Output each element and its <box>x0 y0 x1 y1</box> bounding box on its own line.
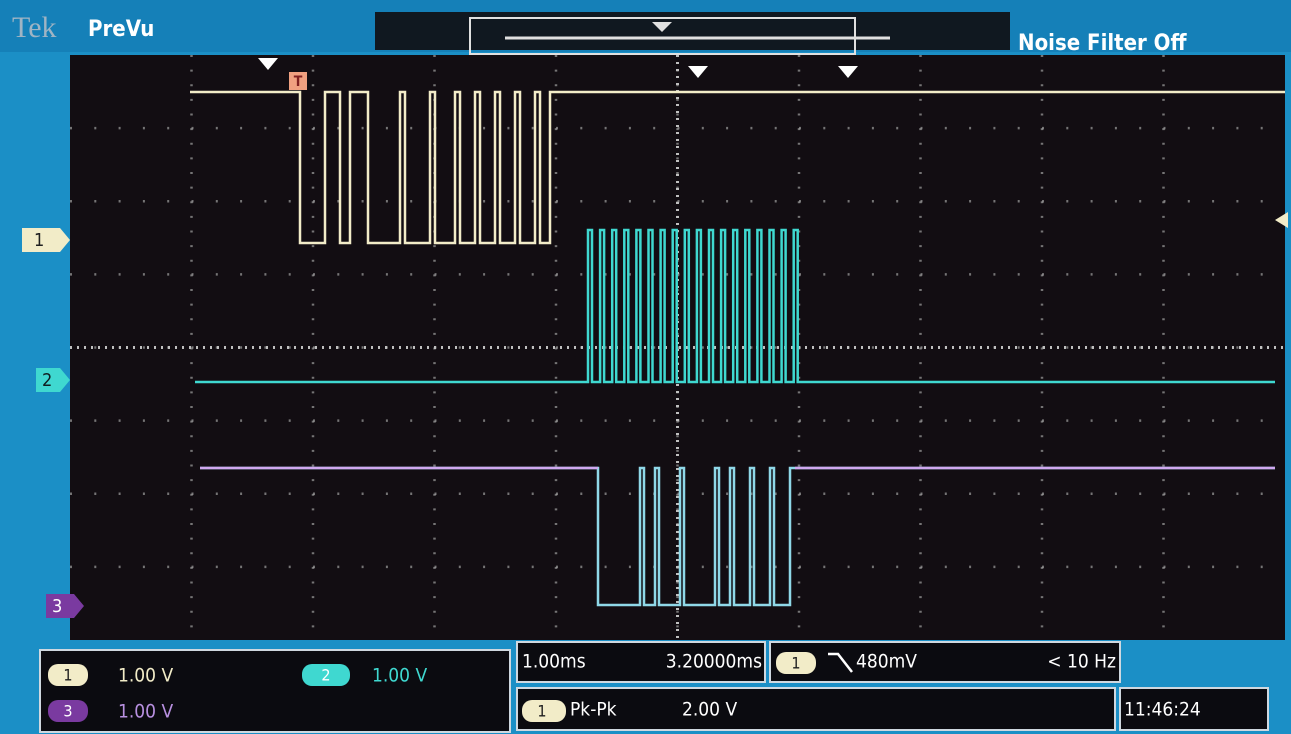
measurement-type: Pk-Pk <box>570 699 617 721</box>
trigger-source: 1 <box>791 654 800 673</box>
mode: PreVu <box>88 17 154 42</box>
trigger-level: 480mV <box>856 651 917 673</box>
timebase-position: 3.20000ms <box>666 651 762 673</box>
page: {"header": {"brand": "Tek", "mode": "Pre… <box>0 0 1291 734</box>
measurement-value: 2.00 V <box>682 699 737 721</box>
brand: Tek <box>12 11 57 44</box>
ch1-scale: 1.00 V <box>118 665 173 687</box>
ch2-badge-label: 2 <box>321 666 330 685</box>
oscilloscope-screen: Tek PreVu Noise Filter Off T 1 2 3 1 1.0… <box>0 0 1291 734</box>
ch2-marker-label: 2 <box>42 370 52 391</box>
ch3-marker-label: 3 <box>52 596 62 617</box>
noise-filter: Noise Filter Off <box>1018 31 1187 56</box>
ch1-marker-label: 1 <box>34 230 44 251</box>
clock: 11:46:24 <box>1124 699 1201 721</box>
ch2-scale: 1.00 V <box>372 665 427 687</box>
ch3-scale: 1.00 V <box>118 701 173 723</box>
ch1-badge-label: 1 <box>63 666 72 685</box>
channel-readout <box>40 650 510 732</box>
trigger-point-label: T <box>294 74 303 90</box>
ch1-marker <box>22 228 70 252</box>
measurement-source: 1 <box>537 702 546 721</box>
trigger-frequency: < 10 Hz <box>1047 651 1116 673</box>
timebase-scale: 1.00ms <box>522 651 586 673</box>
ch3-badge-label: 3 <box>63 702 72 721</box>
